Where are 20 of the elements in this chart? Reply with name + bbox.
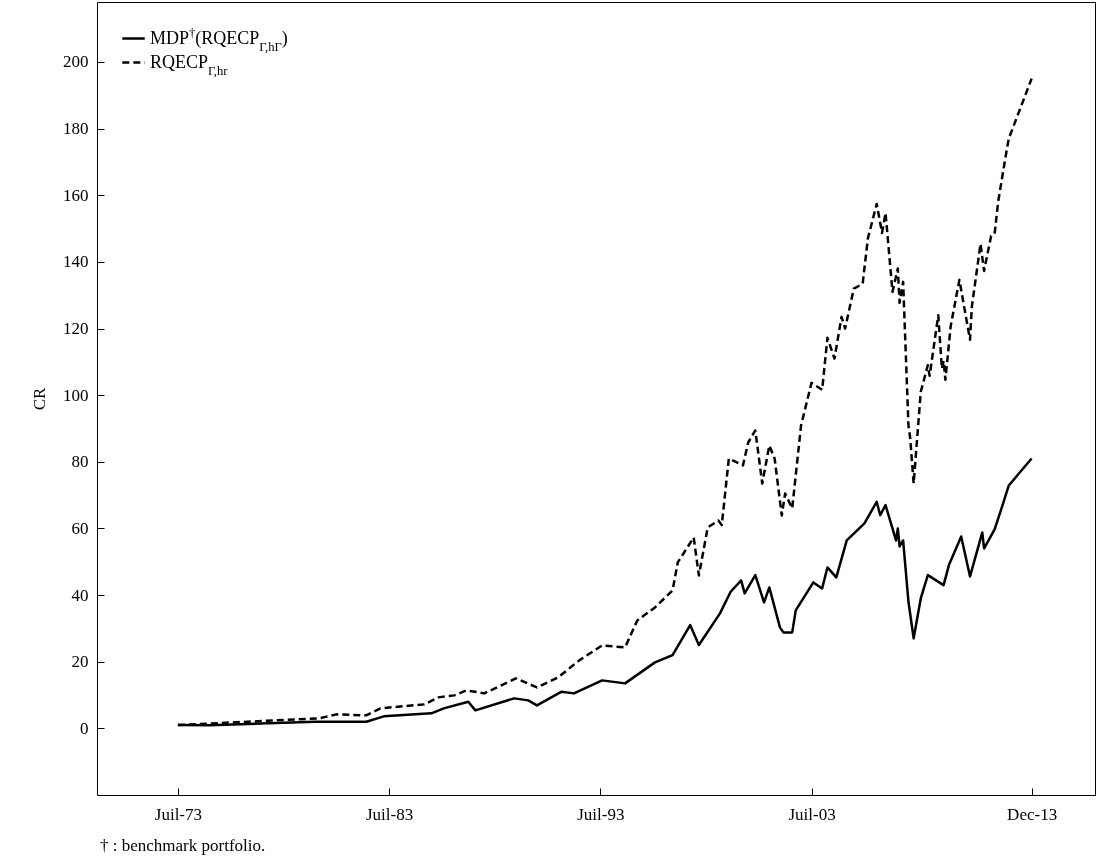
x-tick-label: Juil-83 xyxy=(365,804,414,824)
y-tick-label: 200 xyxy=(63,52,89,72)
y-tick-label: 120 xyxy=(63,319,89,339)
y-tick-label: 60 xyxy=(71,518,89,538)
y-tick-label: 180 xyxy=(63,119,89,139)
text: † : benchmark portfolio. xyxy=(100,836,266,856)
x-tick-label: Juil-93 xyxy=(577,804,625,824)
y-tick-label: 40 xyxy=(71,585,89,605)
x-tick-label: Juil-03 xyxy=(788,804,836,824)
y-tick-label: 140 xyxy=(63,252,89,272)
y-tick-label: 160 xyxy=(63,185,89,205)
y-tick-label: 100 xyxy=(63,385,89,405)
y-tick-label: 0 xyxy=(80,718,89,738)
x-tick-label: Juil-73 xyxy=(154,804,203,824)
y-tick-label: 20 xyxy=(71,652,89,672)
y-axis-title: CR xyxy=(30,387,49,411)
legend-label: MDP$^{†}$(RQECP$_{Γ,hΓ}$) xyxy=(150,25,288,54)
legend-label: RQECP$_{Γ,hr}$ xyxy=(150,51,229,78)
y-tick-label: 80 xyxy=(71,452,89,472)
x-tick-label: Dec-13 xyxy=(1007,804,1058,824)
